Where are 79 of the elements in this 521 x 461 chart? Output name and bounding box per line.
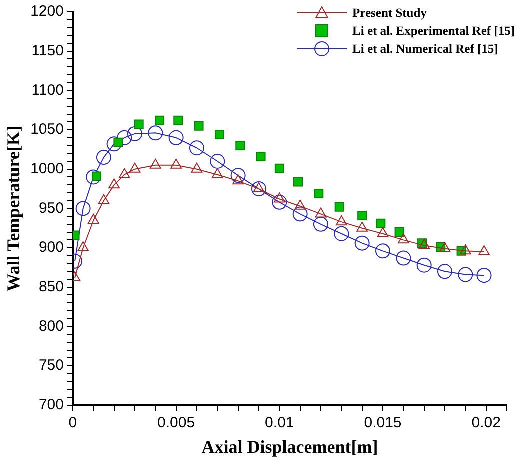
point [313,216,328,232]
point [334,226,350,242]
point [236,141,246,150]
y-tick-label: 1000 [30,160,64,178]
y-tick-label: 1050 [30,121,64,138]
x-tick-label: 0 [68,414,78,432]
y-tick-label: 700 [38,396,64,414]
point [478,245,490,256]
point [129,162,141,173]
point [150,158,162,169]
point [118,168,130,178]
point [376,218,386,228]
point [168,130,184,146]
y-tick-label: 1100 [32,82,64,99]
point [170,158,182,169]
legend-label: Present Study [352,6,427,20]
point [127,126,142,142]
point [439,242,451,252]
point [191,162,203,173]
point [251,182,266,197]
y-tick-label: 950 [38,200,64,217]
point [256,152,266,162]
point [437,264,452,280]
x-tick-label: 0.02 [472,414,501,432]
x-tick-label: 0.015 [364,414,402,432]
point [336,216,348,226]
point [358,211,368,221]
point [106,136,122,152]
point [96,150,112,166]
x-axis-title: Axial Displacement[m] [202,436,378,457]
point [476,268,492,284]
point [334,202,344,212]
x-tick-label: 0.01 [265,414,294,432]
point [88,214,100,224]
point [294,200,306,210]
x-tick-label: 0.005 [158,414,196,432]
point [314,189,324,198]
point [189,140,204,156]
point [212,168,224,178]
y-tick-label: 900 [38,239,64,256]
point [396,250,412,266]
point [354,236,370,251]
point [134,120,144,130]
point [155,116,165,126]
point [294,177,303,187]
y-tick-label: 1150 [32,42,64,60]
point [375,244,390,259]
legend-label: Li et al. Numerical Ref [15] [352,42,498,56]
y-tick-label: 750 [38,357,64,374]
y-axis-title: Wall Temperature[K] [3,126,24,292]
point [418,239,430,250]
point [148,126,164,141]
point [292,206,308,222]
point [394,228,404,238]
point [416,258,432,273]
point [253,182,265,193]
point [230,168,246,184]
point [194,121,204,131]
point [460,244,472,255]
point [272,194,288,210]
y-tick-label: 850 [38,278,64,296]
point [274,164,284,174]
point [78,242,89,252]
point [315,208,327,218]
point [214,130,224,140]
point [76,201,91,216]
legend-label: Li et al. Experimental Ref [15] [352,24,515,38]
point [398,234,410,244]
point [174,116,184,126]
point [86,170,102,185]
y-tick-label: 800 [38,318,64,335]
point [210,154,226,169]
point [377,227,389,238]
point [98,194,110,204]
point [458,267,474,282]
point [108,178,120,189]
y-tick-label: 1200 [30,3,64,20]
point [356,222,368,232]
point [117,130,132,146]
